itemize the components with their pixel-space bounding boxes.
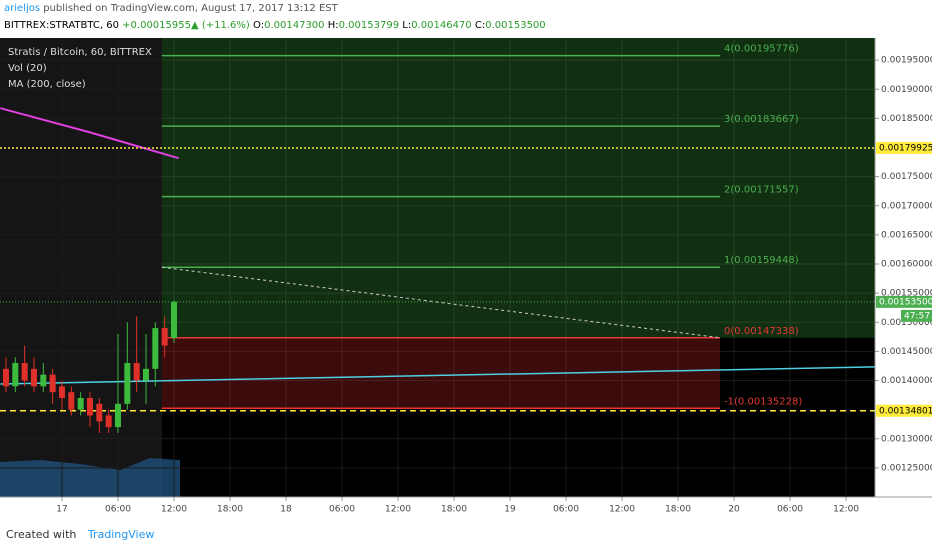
candle-body: [30, 368, 37, 387]
countdown-tag: [901, 309, 932, 322]
x-tick-label: 18:00: [217, 505, 243, 515]
candle-body: [114, 403, 121, 428]
quote-label: O:: [253, 20, 265, 31]
y-tick-label: 0.00190000: [881, 85, 932, 95]
candle-body: [161, 328, 168, 346]
price-tag-label: 0.00179925: [879, 143, 932, 153]
symbol: BITTREX:STRATBTC, 60: [4, 20, 119, 31]
x-tick-label: 12:00: [609, 505, 635, 515]
y-tick-label: 0.00195000: [881, 56, 932, 66]
quote-label: C:: [474, 20, 486, 31]
projection-line: [161, 266, 721, 339]
quote-value: 0.00146470: [411, 20, 472, 31]
candle-body: [77, 397, 84, 410]
candle-body: [12, 363, 19, 387]
brand[interactable]: TradingView: [87, 528, 155, 541]
fib-label: 4(0.00195776): [724, 44, 799, 55]
fib-label: 0(0.00147338): [724, 326, 799, 337]
x-tick-label: 18: [280, 505, 292, 515]
x-tick-label: 06:00: [553, 505, 579, 515]
y-tick-label: 0.00140000: [881, 376, 932, 386]
candle-body: [49, 374, 56, 393]
candle-body: [152, 328, 159, 369]
candle-body: [133, 363, 140, 381]
legend-entry: Stratis / Bitcoin, 60, BITTREX: [8, 47, 152, 58]
x-tick-label: 06:00: [105, 505, 131, 515]
last-price-label: 0.00153500: [879, 297, 932, 307]
y-tick-label: 0.00125000: [881, 463, 932, 473]
candle-body: [58, 386, 65, 398]
fib-fill-down: [161, 337, 721, 409]
header-line-1: arieljos published on TradingView.com, A…: [4, 3, 338, 14]
x-tick-label: 12:00: [833, 505, 859, 515]
candle-body: [2, 368, 9, 387]
candle-body: [21, 363, 28, 381]
candle-body: [124, 363, 131, 404]
footer: Created with TradingView: [6, 528, 154, 541]
y-tick-label: 0.00130000: [881, 434, 932, 444]
fib-label: 3(0.00183667): [724, 114, 799, 125]
header-line-2: BITTREX:STRATBTC, 60 +0.00015955▲ (+11.6…: [4, 20, 546, 31]
last-price-tag: [876, 295, 932, 308]
y-tick-label: 0.00145000: [881, 347, 932, 357]
history-shade: [0, 38, 162, 497]
x-tick-label: 12:00: [161, 505, 187, 515]
price-tag: [876, 404, 932, 417]
candle-body: [86, 397, 93, 416]
y-tick-label: 0.00155000: [881, 289, 932, 299]
x-tick-label: 18:00: [665, 505, 691, 515]
quote-value: 0.00153500: [485, 20, 546, 31]
created-with: Created with: [6, 528, 77, 541]
y-tick-label: 0.00160000: [881, 260, 932, 270]
quote-label: L:: [402, 20, 412, 31]
fib-label: -1(0.00135228): [724, 396, 802, 407]
fib-label: 2(0.00171557): [724, 185, 799, 196]
candle-body: [96, 403, 103, 422]
countdown-label: 47:57: [904, 311, 930, 321]
price-tag-label: 0.00134801: [879, 406, 932, 416]
y-tick-label: 0.00175000: [881, 172, 932, 182]
x-tick-label: 19: [504, 505, 516, 515]
author[interactable]: arieljos: [4, 3, 41, 14]
legend-entry: MA (200, close): [8, 79, 86, 90]
y-tick-label: 0.00185000: [881, 114, 932, 124]
x-tick-label: 06:00: [329, 505, 355, 515]
fib-fill-up: [161, 38, 875, 338]
candle-body: [105, 415, 112, 428]
fib-label: 1(0.00159448): [724, 255, 799, 266]
percent: (+11.6%): [201, 20, 250, 31]
published: published on TradingView.com, August 17,…: [43, 3, 338, 14]
x-tick-label: 20: [728, 505, 740, 515]
x-tick-label: 06:00: [777, 505, 803, 515]
x-tick-label: 12:00: [385, 505, 411, 515]
candle-body: [170, 301, 177, 338]
up-arrow: ▲: [190, 20, 199, 31]
y-tick-label: 0.00150000: [881, 318, 932, 328]
candle-body: [142, 368, 149, 381]
candle-body: [40, 374, 47, 387]
y-tick-label: 0.00170000: [881, 201, 932, 211]
quote-value: 0.00147300: [264, 20, 325, 31]
x-tick-label: 18:00: [441, 505, 467, 515]
moving-average: [0, 107, 179, 160]
x-tick-label: 17: [56, 505, 67, 515]
quote-label: H:: [327, 20, 339, 31]
y-tick-label: 0.00165000: [881, 230, 932, 240]
price-tag: [876, 141, 932, 154]
change: +0.00015955: [122, 20, 191, 31]
chart: 0.00195000 0.00190000 0.00185000 0.00175000…: [0, 38, 932, 515]
quote: O:0.00147300 H:0.00153799 L:0.00146470 C…: [253, 20, 546, 31]
candle-body: [68, 392, 75, 410]
quote-value: 0.00153799: [338, 20, 400, 31]
legend-entry: Vol (20): [8, 63, 47, 74]
